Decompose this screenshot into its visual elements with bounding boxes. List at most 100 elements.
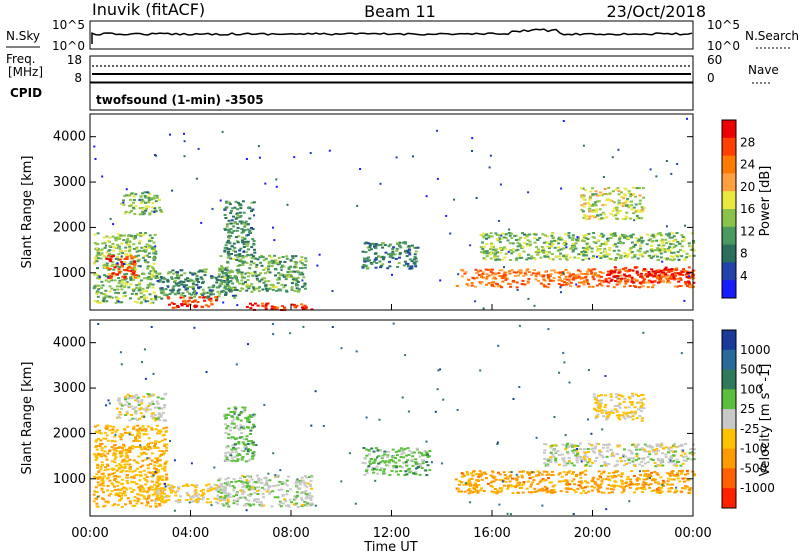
scatter-cell-r7-103 (238, 203, 242, 206)
scatter-cell-r5-15 (366, 466, 370, 469)
scatter-cell-r0-139 (107, 273, 111, 275)
scatter-cell-r8-112 (391, 256, 395, 259)
scatter-cell-r5-202 (218, 267, 222, 270)
scatter-cell-r11-279 (636, 257, 640, 260)
scatter-cell-r11-66 (630, 241, 634, 244)
scatter-cell-r2-26 (160, 495, 164, 498)
scatter-cell-r11-263 (485, 243, 489, 246)
scatter-cell-r9-212 (581, 273, 585, 275)
scatter-cell-r11-75 (548, 251, 551, 254)
scatter-cell-r6-358 (518, 470, 522, 473)
scatter-cell-r11-297 (605, 242, 608, 245)
scatter-cell-r6-145 (667, 487, 671, 490)
scatter-cell-r0-538 (96, 477, 100, 480)
scatter-cell-r6-111 (642, 470, 646, 473)
scatter-cell-r1-39 (120, 264, 124, 267)
scatter-cell-r0-110 (102, 255, 106, 257)
scatter-cell-r4-50 (241, 441, 245, 444)
scatter-cell-r7-125 (236, 214, 240, 217)
scatter-cell-r11-499 (657, 244, 661, 247)
scatter-cell-r6-37 (672, 474, 676, 477)
scatter-cell-r11-14 (668, 245, 672, 248)
scatter-cell-r1-41 (135, 274, 139, 277)
scatter-cell-r10-82 (661, 271, 665, 274)
scatter-cell-r12-131 (635, 187, 639, 190)
scatter-cell-r0-163 (151, 493, 155, 496)
scatter-cell-r11-222 (658, 250, 662, 253)
scatter-cell-r6-248 (495, 492, 499, 495)
scatter-cell-r9-321 (561, 271, 565, 274)
scatter-cell-r0-179 (106, 439, 110, 442)
scatter-cell-r5-66 (287, 268, 291, 271)
scatter-cell-r6-203 (521, 470, 525, 473)
scatter-cell-r5-272 (301, 285, 304, 288)
scatter-cell-r0-388 (133, 235, 137, 237)
scatter-cell-r11-373 (636, 249, 640, 252)
scatter-cell-r11-335 (498, 237, 502, 240)
scatter-cell-r10-27 (664, 266, 668, 269)
scatter-cell-r0-41 (126, 237, 130, 240)
scatter-cell-r0-260 (157, 497, 161, 499)
scatter-cell-r2-77 (129, 198, 132, 201)
scatter-cell-r8-69 (405, 262, 409, 265)
scatter-cell-r11-226 (479, 246, 483, 249)
scatter-cell-r0-83 (108, 249, 112, 251)
scatter-cell-r0-164 (140, 250, 144, 252)
scatter-cell-r5-292 (292, 276, 296, 279)
scatter-cell-r4-31 (240, 458, 244, 461)
scatter-cell-r2-11 (226, 500, 230, 503)
scatter-cell-r0-220 (110, 460, 114, 463)
scatter-cell-r7-93 (669, 455, 673, 458)
scatter-cell-r11-439 (685, 252, 689, 255)
scatter-cell-r0-529 (113, 461, 117, 464)
scatter-cell-r7-79 (664, 446, 668, 449)
scatter-cell-r3-207 (295, 502, 298, 505)
scatter-cell-r5-132 (286, 271, 290, 273)
scatter-cell-r0-396 (116, 255, 120, 258)
scatter-cell-r5-160 (276, 282, 280, 285)
scatter-cell-r3-150 (224, 494, 228, 497)
scatter-cell-r6-253 (683, 473, 687, 476)
scatter-cell-r0-73 (139, 446, 143, 449)
scatter-cell-r8-18 (398, 256, 401, 259)
scatter-cell-r1-106 (132, 407, 136, 410)
scatter-cell-r11-306 (664, 238, 668, 241)
scatter-cell-r3-54 (241, 492, 245, 495)
scatter-cell-r0-268 (100, 449, 104, 452)
scatter-cell-r2-1 (158, 488, 162, 490)
scatter-cell-r0-197 (142, 427, 146, 430)
scatter-cell-r7-7 (250, 246, 254, 249)
scatter-cell-r7-126 (664, 456, 668, 459)
scatter-cell-r0-536 (115, 469, 119, 472)
scatter-cell-r0-159 (114, 296, 118, 299)
scatter-cell-r11-445 (630, 250, 634, 253)
scatter-cell-r6-32 (303, 304, 307, 307)
scatter-cell-r3-270 (270, 505, 274, 508)
scatter-cell-r4-72 (224, 452, 228, 455)
scatter-cell-r9-123 (576, 273, 580, 276)
scatter-cell-r6-388 (683, 477, 687, 480)
scatter-cell-r7-100 (225, 201, 229, 204)
scatter-cell-r6-8 (264, 306, 268, 308)
scatter-cell-r5-163 (219, 255, 223, 258)
scatter-cell-r9-271 (518, 269, 522, 272)
scatter-cell-r11-211 (494, 232, 498, 235)
scatter-cell-r1-114 (151, 417, 155, 420)
scatter-cell-r9-37 (574, 274, 578, 277)
scatter-cell-r6-219 (643, 475, 647, 477)
scatter-cell-r8-76 (402, 241, 406, 244)
scatter-cell-r11-103 (639, 235, 643, 238)
scatter-cell-r3-172 (214, 276, 218, 279)
scatter-cell-r9-116 (591, 276, 595, 279)
scatter-cell-r5-158 (383, 450, 387, 453)
scatter-cell-r0-235 (103, 246, 107, 249)
scatter-cell-r5-109 (390, 469, 394, 472)
scatter-cell-r6-18 (249, 302, 252, 305)
scatter-cell-r0-350 (142, 273, 146, 276)
scatter-cell-r6-22 (283, 307, 287, 310)
sparse-echo-23 (683, 299, 686, 302)
scatter-cell-r6-421 (620, 482, 624, 485)
scatter-cell-r11-236 (559, 248, 563, 251)
scatter-cell-r7-46 (600, 454, 604, 457)
scatter-cell-r0-509 (95, 457, 99, 460)
